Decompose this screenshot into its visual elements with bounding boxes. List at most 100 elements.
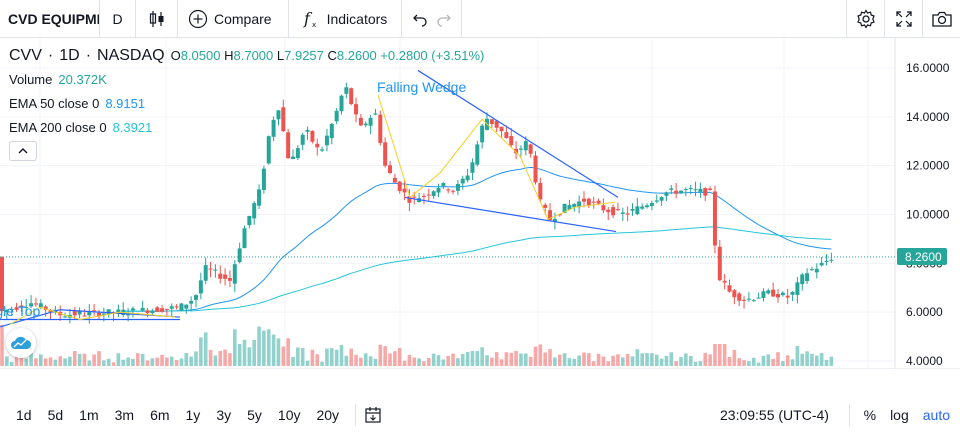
volume-bar (359, 357, 363, 366)
candle-body (266, 136, 271, 164)
candle-body (198, 280, 203, 294)
range-button-6m[interactable]: 6m (150, 406, 170, 423)
price-chart[interactable]: 16.000014.000012.000010.00008.00006.0000… (0, 38, 960, 369)
screenshot-button[interactable] (922, 0, 960, 38)
volume-bar (14, 353, 19, 366)
volume-bar (684, 353, 688, 366)
volume-bar (514, 350, 518, 366)
indicators-button[interactable]: f x Indicators (289, 0, 403, 38)
candle-body (475, 144, 480, 165)
range-button-3y[interactable]: 3y (216, 406, 232, 423)
candle-body (776, 293, 780, 298)
range-button-20y[interactable]: 20y (316, 406, 340, 423)
falling-wedge-label[interactable]: Falling Wedge (377, 79, 466, 95)
volume-bar (24, 358, 29, 366)
plus-circle-icon (188, 9, 208, 28)
volume-bar (737, 358, 741, 366)
volume-bar (528, 356, 533, 366)
candle-body (800, 274, 805, 285)
wedge-zigzag[interactable] (377, 94, 616, 221)
candle-body (407, 196, 412, 203)
candle-body (533, 155, 538, 183)
fullscreen-button[interactable] (884, 0, 922, 38)
volume-bar (591, 361, 596, 366)
range-button-1y[interactable]: 1y (185, 406, 201, 423)
price-tick-label: 4.0000 (906, 354, 943, 368)
candle-body (703, 188, 708, 196)
candle-body (426, 194, 431, 196)
candle-body (455, 183, 460, 191)
legend-collapse-button[interactable] (9, 141, 37, 161)
interval-button[interactable]: D (100, 0, 136, 38)
range-button-3m[interactable]: 3m (114, 406, 135, 423)
volume-bar (790, 359, 795, 366)
volume-bar (718, 344, 722, 366)
compare-button[interactable]: Compare (178, 0, 289, 38)
volume-bar (674, 361, 678, 366)
symbol-search[interactable]: CVD EQUIPMENT (0, 0, 100, 38)
range-button-5y[interactable]: 5y (247, 406, 262, 423)
wedge-upper-line[interactable] (417, 69, 619, 198)
bar-type-button[interactable] (136, 0, 178, 38)
auto-scale-button[interactable]: auto (922, 406, 950, 423)
candle-body (184, 304, 189, 309)
candle-body (344, 87, 349, 94)
candle-body (261, 168, 266, 190)
candle-body (809, 269, 814, 271)
volume-bar (485, 355, 489, 366)
percent-scale-button[interactable]: % (863, 406, 877, 423)
calendar-icon[interactable] (364, 406, 382, 424)
range-button-1d[interactable]: 1d (16, 406, 32, 423)
volume-bar (669, 352, 674, 366)
triangle-zigzag[interactable] (9, 306, 176, 325)
volume-bar (257, 326, 261, 366)
volume-bar (470, 350, 475, 366)
volume-bar (320, 361, 324, 366)
range-button-5d[interactable]: 5d (47, 406, 64, 423)
legend-ema50-row[interactable]: EMA 50 close 0 8.9151 (9, 92, 484, 116)
volume-bar (446, 355, 450, 366)
range-button-10y[interactable]: 10y (277, 406, 301, 423)
volume-bar (0, 324, 4, 366)
candle-body (38, 303, 43, 308)
candle-body (441, 183, 446, 186)
legend-ema200-row[interactable]: EMA 200 close 0 8.3921 (9, 116, 484, 140)
candle-body (19, 305, 24, 308)
volume-bar (242, 339, 247, 366)
log-scale-button[interactable]: log (890, 406, 909, 423)
volume-bar (562, 353, 567, 366)
candle-body (164, 308, 169, 310)
volume-bar (155, 357, 159, 366)
candle-body (368, 118, 373, 126)
legend-title-row: CVV · 1D · NASDAQ O8.0500 H8.7000 L7.925… (9, 44, 484, 68)
candle-body (14, 307, 19, 310)
candle-body (625, 213, 630, 215)
candle-body (189, 300, 194, 304)
volume-bar (504, 352, 509, 366)
clock-time[interactable]: 23:09:55 (UTC-4) (720, 406, 829, 423)
redo-icon[interactable] (436, 11, 452, 27)
candle-body (620, 212, 625, 214)
volume-bar (140, 353, 145, 366)
candle-body (237, 248, 242, 263)
volume-bar (727, 356, 732, 366)
wedge-lower-line[interactable] (404, 196, 617, 233)
volume-bar (77, 353, 82, 366)
tradingview-logo[interactable] (6, 328, 36, 358)
undo-icon[interactable] (412, 11, 428, 27)
volume-bar (451, 353, 455, 366)
candle-body (654, 200, 659, 202)
candle-body (693, 189, 698, 191)
candle-body (223, 274, 228, 279)
range-button-1m[interactable]: 1m (79, 406, 99, 423)
settings-button[interactable] (846, 0, 884, 38)
candle-body (523, 141, 528, 151)
legend-volume-row[interactable]: Volume 20.372K (9, 68, 484, 92)
volume-bar (456, 358, 460, 366)
triangle-top-label[interactable]: Triangle Top (0, 303, 40, 319)
svg-text:x: x (312, 21, 316, 29)
volume-bar (174, 360, 179, 366)
candle-body (320, 149, 325, 151)
candle-body (814, 268, 819, 273)
candle-body (674, 190, 679, 194)
